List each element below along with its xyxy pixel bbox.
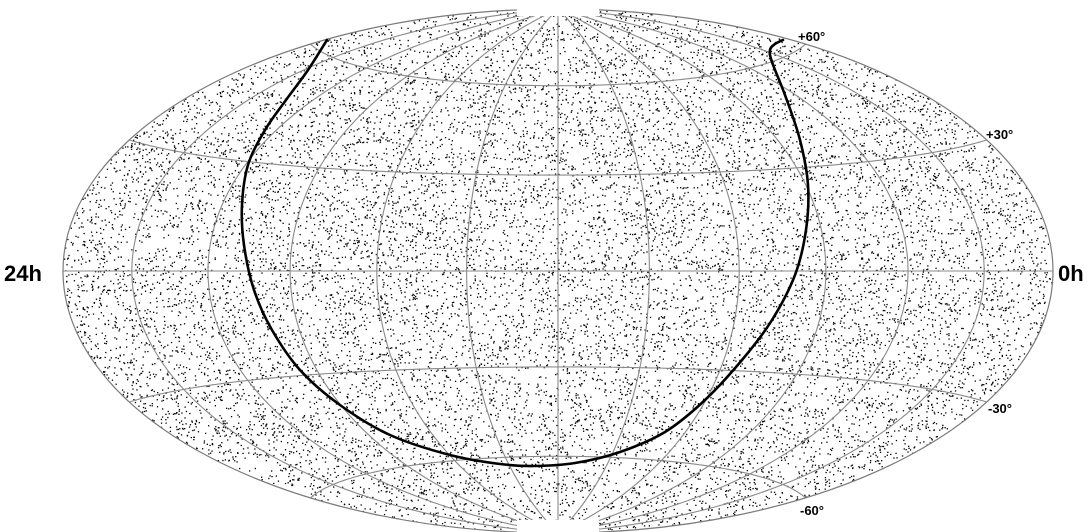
graticule <box>63 9 1053 532</box>
north-cap <box>517 0 599 16</box>
dec-parallel-line <box>310 455 806 499</box>
galactic-plane-curve <box>240 38 810 468</box>
star-field <box>64 9 1053 532</box>
dec-label-minus-60: -60° <box>800 503 824 518</box>
dec-label-minus-30: -30° <box>988 401 1012 416</box>
dec-label-plus-60: +60° <box>798 29 825 44</box>
south-cap <box>517 520 599 532</box>
dec-parallel-line <box>129 366 987 403</box>
ra-label-24h: 24h <box>4 261 42 286</box>
ra-label-0h: 0h <box>1058 261 1084 286</box>
dec-parallel-line <box>310 43 806 87</box>
dec-label-plus-30: +30° <box>986 127 1013 142</box>
